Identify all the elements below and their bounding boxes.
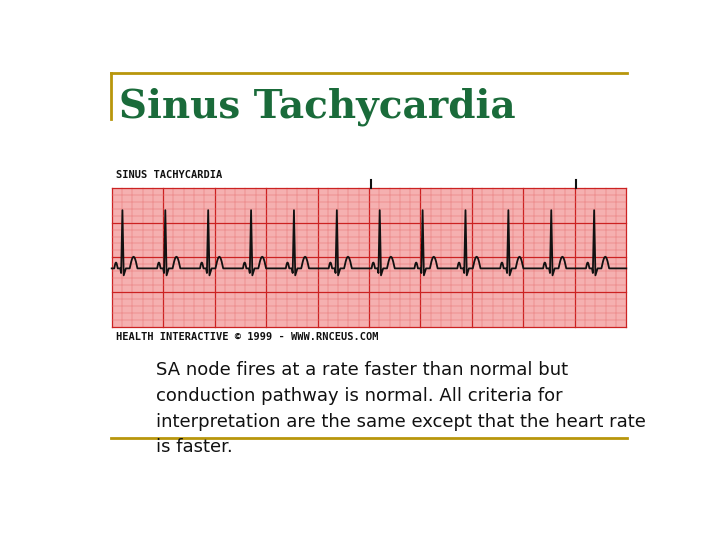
Bar [112, 188, 626, 327]
Text: SA node fires at a rate faster than normal but
conduction pathway is normal. All: SA node fires at a rate faster than norm… [156, 361, 646, 456]
Text: SINUS TACHYCARDIA: SINUS TACHYCARDIA [116, 170, 222, 180]
Text: HEALTH INTERACTIVE © 1999 - WWW.RNCEUS.COM: HEALTH INTERACTIVE © 1999 - WWW.RNCEUS.C… [116, 332, 378, 342]
Text: Sinus Tachycardia: Sinus Tachycardia [120, 88, 516, 126]
